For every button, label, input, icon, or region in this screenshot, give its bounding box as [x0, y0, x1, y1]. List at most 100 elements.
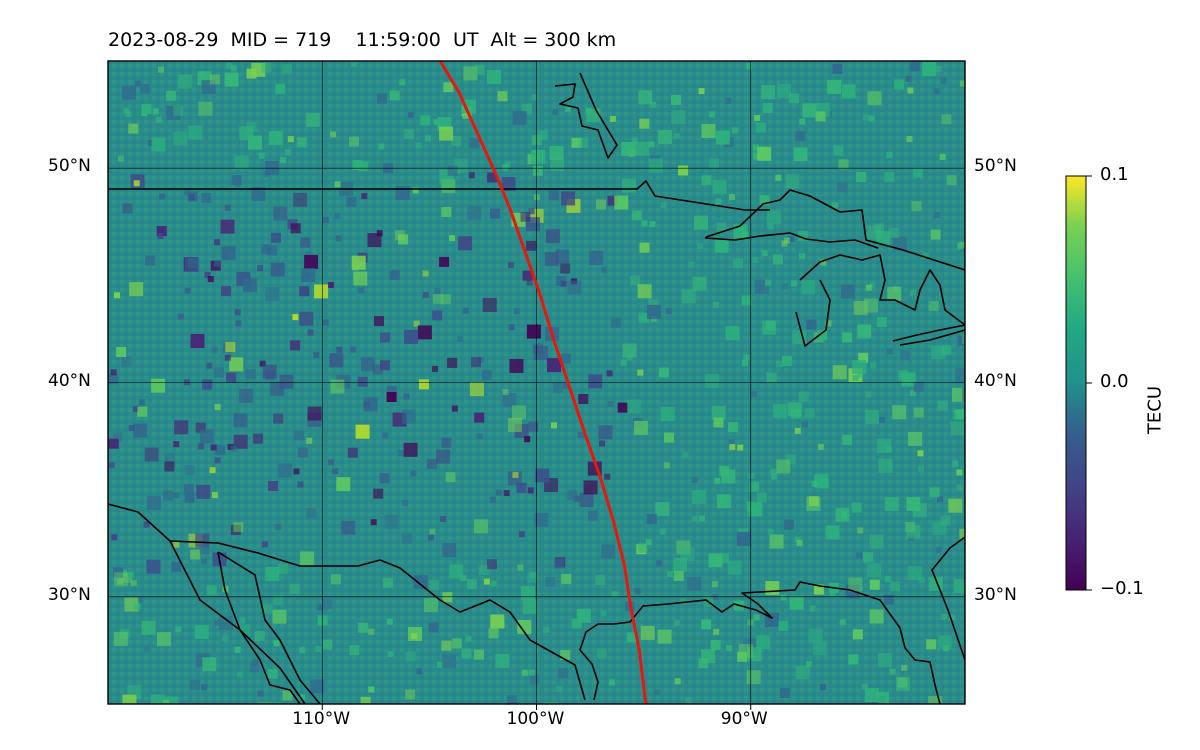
tec-pixel: [299, 311, 314, 326]
tec-pixel: [896, 676, 911, 691]
tec-pixel: [705, 374, 720, 389]
tec-pixel: [531, 149, 546, 164]
tec-pixel: [299, 694, 306, 701]
tec-pixel: [671, 95, 681, 105]
tec-pixel: [611, 317, 622, 328]
tec-pixel: [809, 605, 816, 612]
lake-michigan-shore: [799, 254, 965, 326]
tec-pixel: [327, 282, 334, 288]
tec-pixel: [522, 270, 533, 281]
tec-pixel: [685, 697, 692, 704]
tec-pixel: [943, 645, 949, 652]
tec-pixel: [358, 161, 369, 172]
tec-pixel: [756, 635, 771, 650]
tec-pixel: [133, 180, 140, 187]
tec-pixel: [233, 434, 248, 449]
tec-pixel: [211, 346, 218, 353]
tec-pixel: [474, 519, 488, 534]
tec-pixel: [451, 405, 458, 412]
tec-pixel: [783, 519, 794, 530]
tec-pixel: [621, 142, 636, 156]
tec-pixel: [863, 552, 874, 563]
tec-pixel: [789, 93, 800, 104]
tec-pixel: [560, 353, 571, 364]
tec-pixel: [398, 234, 409, 245]
tec-pixel: [637, 284, 652, 299]
tec-pixel: [408, 112, 414, 119]
tec-pixel: [373, 488, 384, 499]
tec-pixel: [214, 404, 221, 411]
tec-pixel: [164, 696, 179, 704]
tec-pixel: [741, 295, 752, 306]
tec-pixel: [204, 272, 211, 278]
tec-pixel: [489, 496, 496, 503]
hudson-bay-coast: [554, 72, 618, 159]
tec-pixel: [401, 533, 412, 544]
tec-pixel: [820, 259, 827, 266]
tec-pixel: [556, 686, 563, 693]
tec-pixel: [163, 490, 174, 501]
tec-pixel: [545, 229, 560, 244]
tec-pixel: [817, 443, 824, 450]
tec-pixel: [753, 614, 760, 621]
tec-pixel: [387, 651, 394, 658]
tec-pixel: [721, 469, 736, 484]
tec-pixel: [134, 603, 141, 610]
tec-pixel: [370, 519, 377, 526]
tec-pixel: [275, 83, 286, 94]
tec-pixel: [377, 93, 387, 104]
tec-pixel: [294, 430, 305, 441]
tec-pixel: [817, 330, 828, 341]
tec-pixel: [614, 195, 629, 210]
tec-pixel: [429, 580, 440, 590]
tec-pixel: [801, 421, 808, 428]
tec-pixel: [358, 622, 369, 633]
tec-pixel: [474, 412, 485, 423]
tec-pixel: [173, 441, 180, 448]
tec-pixel: [389, 270, 400, 280]
tec-pixel: [432, 365, 438, 372]
tec-pixel: [650, 101, 657, 108]
tec-pixel: [658, 130, 673, 144]
tec-pixel: [876, 317, 887, 327]
tec-pixel: [798, 391, 809, 402]
tec-pixel: [941, 114, 952, 125]
tec-pixel: [481, 370, 492, 381]
tec-pixel: [728, 439, 735, 446]
tec-pixel: [415, 142, 422, 149]
tec-pixel: [384, 514, 399, 529]
tec-pixel: [405, 651, 416, 662]
tec-pixel: [351, 61, 358, 67]
tec-pixel: [116, 347, 127, 357]
tec-pixel: [534, 512, 549, 527]
tec-pixel: [495, 489, 502, 496]
tec-pixel: [940, 77, 947, 84]
tec-pixel: [136, 596, 143, 603]
tec-pixel: [578, 137, 589, 148]
tec-pixel: [117, 578, 124, 585]
tec-pixel: [469, 382, 484, 397]
tec-pixel: [441, 437, 452, 448]
tec-pixel: [957, 335, 965, 346]
lon-label: 90°W: [720, 709, 768, 729]
tec-pixel: [357, 376, 368, 387]
tec-pixel: [114, 292, 120, 299]
tec-pixel: [439, 256, 450, 267]
tec-pixel: [521, 669, 528, 676]
tec-pixel: [195, 422, 206, 433]
tec-pixel: [935, 66, 942, 72]
tec-pixel: [474, 64, 485, 75]
tec-pixel: [956, 469, 963, 476]
tec-pixel: [234, 646, 241, 653]
tec-pixel: [382, 432, 389, 439]
tec-pixel: [210, 444, 217, 451]
tec-pixel: [146, 559, 161, 574]
tec-pixel: [725, 97, 732, 104]
tec-pixel: [840, 284, 855, 299]
tec-pixel: [132, 406, 139, 413]
tec-pixel: [869, 282, 876, 289]
map-area: [108, 61, 965, 704]
tec-pixel: [725, 326, 740, 341]
tec-pixel: [526, 324, 541, 339]
tec-pixel: [443, 82, 454, 93]
